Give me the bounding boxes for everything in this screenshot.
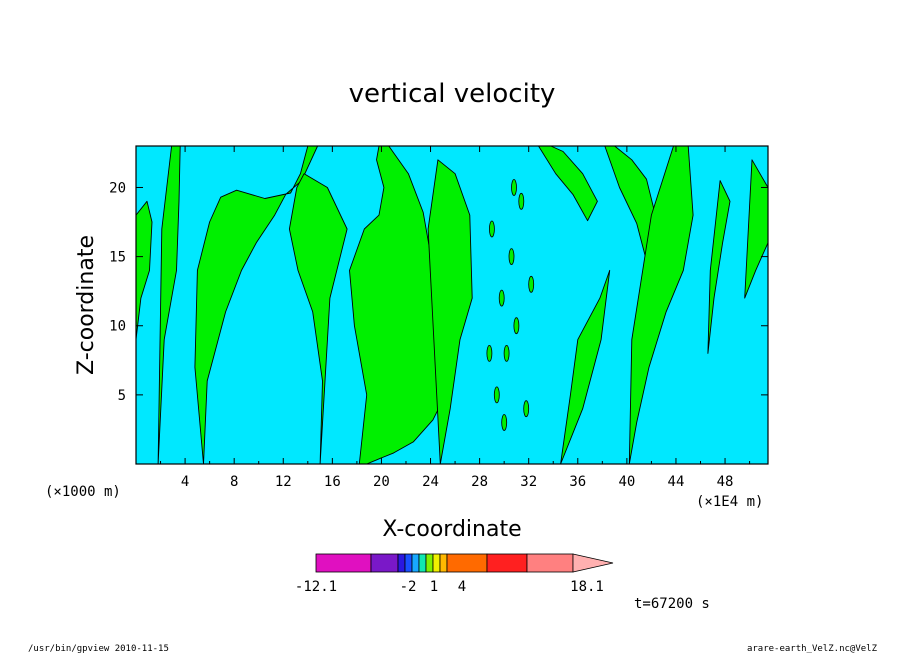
time-label: t=67200 s [634, 596, 710, 612]
x-tick-label: 28 [471, 474, 488, 490]
contour-cell-7 [518, 192, 525, 210]
x-axis-ticks: 4 8 12 16 20 24 28 32 36 40 44 48 [160, 146, 751, 490]
x-axis-title: X-coordinate [382, 517, 521, 542]
x-tick-label: 36 [569, 474, 586, 490]
contour-band-4 [349, 145, 451, 465]
x-tick-label: 48 [717, 474, 734, 490]
colorbar-label: 4 [458, 579, 466, 595]
x-unit-right: (×1E4 m) [696, 494, 763, 510]
contour-cell-12 [511, 179, 517, 196]
y-tick-label: 10 [109, 319, 126, 335]
contour-band-7 [538, 145, 598, 222]
colorbar-segment [397, 553, 406, 573]
contour-band-9 [628, 145, 694, 465]
velocity-contours [135, 145, 769, 465]
contour-band-1 [157, 145, 181, 465]
colorbar-arrow [572, 553, 614, 573]
contour-cell-6 [488, 220, 495, 238]
colorbar-segment [526, 553, 574, 573]
x-tick-label: 32 [520, 474, 537, 490]
x-tick-label: 16 [324, 474, 341, 490]
colorbar-labels: -12.1 -2 1 4 18.1 [295, 579, 604, 595]
footer-left: /usr/bin/gpview 2010-11-15 [28, 644, 169, 654]
colorbar-label: 18.1 [570, 579, 604, 595]
contour-cell-4 [513, 317, 520, 335]
x-unit-left: (×1000 m) [45, 484, 121, 500]
contour-band-10 [707, 180, 731, 354]
contour-cell-1 [493, 386, 500, 404]
colorbar-segment [432, 553, 441, 573]
colorbar-segment [418, 553, 427, 573]
colorbar-segment [439, 553, 448, 573]
x-tick-label: 20 [373, 474, 390, 490]
contour-cell-9 [523, 400, 530, 418]
y-tick-label: 5 [118, 388, 126, 404]
colorbar-segment [486, 553, 528, 573]
x-tick-label: 24 [422, 474, 439, 490]
x-tick-label: 44 [668, 474, 685, 490]
colorbar-label: -12.1 [295, 579, 337, 595]
contour-band-3 [288, 173, 348, 465]
contour-cell-8 [501, 414, 508, 431]
plot-area [135, 145, 769, 465]
colorbar-segment [404, 553, 413, 573]
colorbar [315, 553, 614, 573]
chart-title: vertical velocity [349, 79, 556, 109]
contour-cell-3 [498, 289, 505, 307]
x-tick-label: 8 [230, 474, 238, 490]
colorbar-segment [446, 553, 488, 573]
colorbar-segment [370, 553, 399, 573]
contour-cell-5 [508, 248, 515, 266]
contour-band-5 [427, 159, 473, 465]
contour-cell-10 [486, 344, 493, 362]
contour-cell-2 [503, 344, 510, 362]
footer-right: arare-earth_VelZ.nc@VelZ [747, 644, 878, 654]
y-tick-label: 20 [109, 180, 126, 196]
colorbar-segment [425, 553, 434, 573]
colorbar-segment [315, 553, 372, 573]
plot-frame [135, 145, 769, 465]
colorbar-segment [411, 553, 420, 573]
x-tick-label: 4 [181, 474, 189, 490]
colorbar-label: -2 [400, 579, 417, 595]
colorbar-label: 1 [430, 579, 438, 595]
x-tick-label: 12 [275, 474, 292, 490]
y-axis-title: Z-coordinate [74, 235, 99, 375]
y-axis-ticks: 5 10 15 20 [109, 180, 768, 404]
y-tick-label: 15 [109, 250, 126, 266]
contour-band-6 [560, 269, 611, 465]
x-tick-label: 40 [618, 474, 635, 490]
contour-cell-11 [528, 275, 535, 293]
